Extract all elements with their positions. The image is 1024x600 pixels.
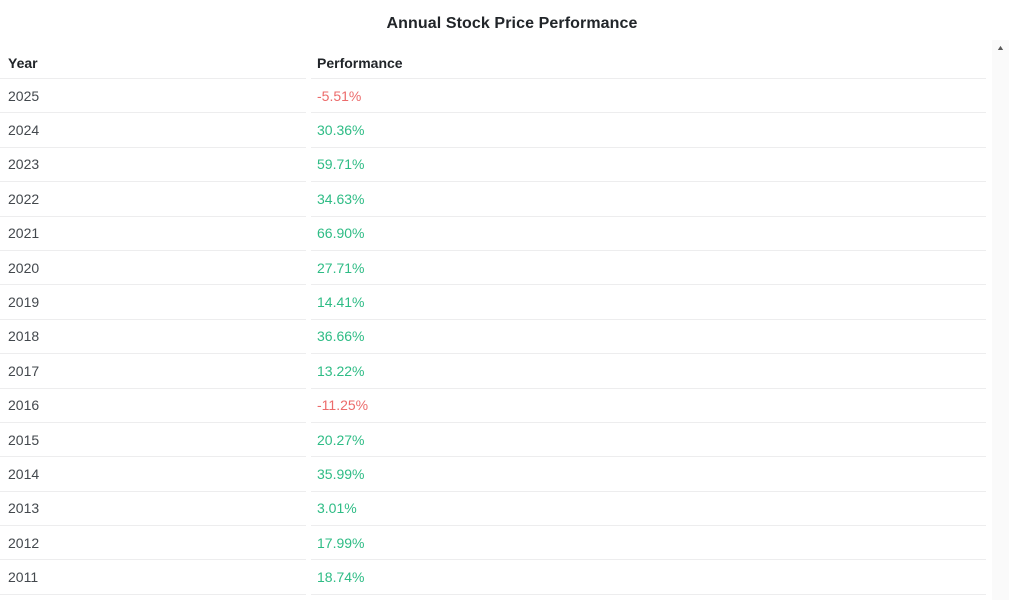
column-header-year: Year: [0, 48, 306, 79]
table-row: 2022 34.63%: [0, 182, 986, 217]
table-body: 2025 -5.51% 2024 30.36% 2023 59.71% 2022…: [0, 79, 986, 595]
performance-cell: 30.36%: [311, 113, 986, 148]
performance-cell: 13.22%: [311, 354, 986, 389]
table-row: 2024 30.36%: [0, 113, 986, 148]
table-row: 2013 3.01%: [0, 492, 986, 527]
performance-cell: -11.25%: [311, 389, 986, 423]
performance-cell: 17.99%: [311, 526, 986, 561]
year-cell: 2017: [0, 354, 306, 389]
column-header-performance: Performance: [311, 48, 986, 79]
year-cell: 2013: [0, 492, 306, 527]
year-cell: 2022: [0, 182, 306, 217]
page-title: Annual Stock Price Performance: [386, 15, 638, 32]
table-container: Year Performance 2025 -5.51% 2024 30.36%…: [0, 48, 1024, 595]
performance-cell: 3.01%: [311, 492, 986, 527]
scroll-up-icon: ▲: [995, 45, 1006, 52]
performance-cell: 34.63%: [311, 182, 986, 217]
year-cell: 2012: [0, 526, 306, 561]
year-cell: 2016: [0, 389, 306, 423]
table-row: 2025 -5.51%: [0, 79, 986, 114]
performance-cell: 35.99%: [311, 457, 986, 492]
year-cell: 2018: [0, 320, 306, 355]
scroll-up-button[interactable]: ▲: [992, 40, 1009, 57]
performance-cell: 14.41%: [311, 285, 986, 320]
performance-cell: 36.66%: [311, 320, 986, 355]
table-row: 2011 18.74%: [0, 560, 986, 595]
performance-cell: 18.74%: [311, 560, 986, 595]
performance-cell: 27.71%: [311, 251, 986, 286]
vertical-scrollbar[interactable]: ▲: [992, 40, 1009, 600]
year-cell: 2015: [0, 423, 306, 458]
table-row: 2014 35.99%: [0, 457, 986, 492]
table-row: 2023 59.71%: [0, 148, 986, 183]
year-cell: 2024: [0, 113, 306, 148]
year-cell: 2023: [0, 148, 306, 183]
performance-cell: -5.51%: [311, 79, 986, 114]
performance-cell: 20.27%: [311, 423, 986, 458]
table-row: 2017 13.22%: [0, 354, 986, 389]
table-row: 2020 27.71%: [0, 251, 986, 286]
year-cell: 2025: [0, 79, 306, 114]
year-cell: 2020: [0, 251, 306, 286]
header-row: Year Performance: [0, 48, 986, 79]
table-row: 2019 14.41%: [0, 285, 986, 320]
table-row: 2021 66.90%: [0, 217, 986, 251]
year-cell: 2021: [0, 217, 306, 251]
performance-cell: 59.71%: [311, 148, 986, 183]
table-row: 2015 20.27%: [0, 423, 986, 458]
performance-cell: 66.90%: [311, 217, 986, 251]
year-cell: 2014: [0, 457, 306, 492]
year-cell: 2011: [0, 560, 306, 595]
table-row: 2018 36.66%: [0, 320, 986, 355]
table-row: 2012 17.99%: [0, 526, 986, 561]
performance-table: Year Performance 2025 -5.51% 2024 30.36%…: [0, 48, 991, 595]
table-row: 2016 -11.25%: [0, 389, 986, 423]
year-cell: 2019: [0, 285, 306, 320]
